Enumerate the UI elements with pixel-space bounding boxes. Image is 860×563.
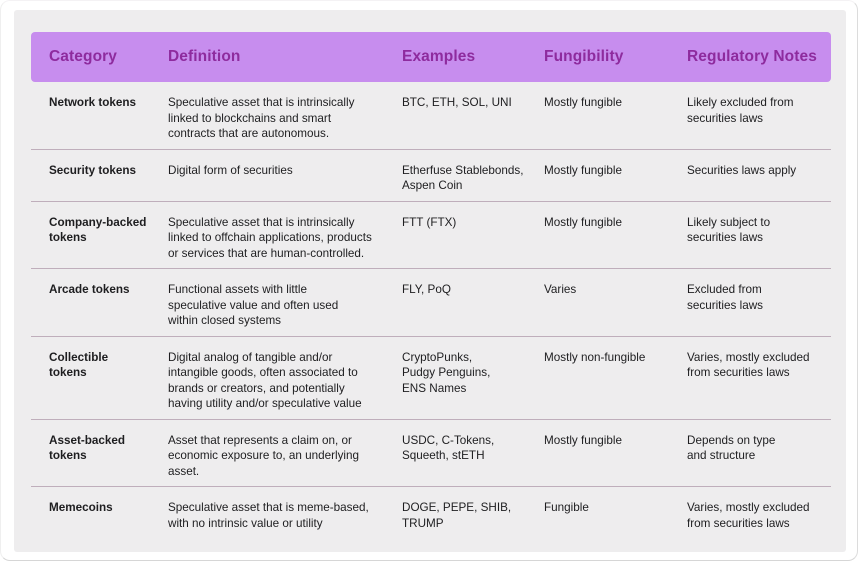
table-row-collectible-tokens: Collectible tokens Digital analog of tan… — [31, 337, 831, 420]
table-row-security-tokens: Security tokens Digital form of securiti… — [31, 150, 831, 202]
cell-definition: Speculative asset that is intrinsically … — [168, 215, 372, 260]
table-row-arcade-tokens: Arcade tokens Functional assets with lit… — [31, 269, 831, 337]
table-row-asset-backed-tokens: Asset-backed tokens Asset that represent… — [31, 420, 831, 487]
cell-examples: USDC, C-Tokens, Squeeth, stETH — [402, 433, 495, 463]
column-header-category: Category — [49, 48, 117, 65]
cell-fungibility: Mostly fungible — [544, 96, 622, 109]
column-header-regulatory-notes: Regulatory Notes — [687, 48, 817, 65]
token-categories-table: Category Definition Examples Fungibility… — [14, 10, 846, 552]
cell-regulatory-notes: Likely subject to securities laws — [687, 215, 771, 245]
cell-definition: Functional assets with little speculativ… — [168, 283, 339, 327]
column-header-examples: Examples — [402, 48, 476, 65]
cell-regulatory-notes: Securities laws apply — [687, 163, 797, 177]
cell-examples: CryptoPunks, Pudgy Penguins, ENS Names — [402, 350, 491, 395]
cell-category: Memecoins — [49, 501, 113, 514]
table-row-network-tokens: Network tokens Speculative asset that is… — [31, 82, 831, 150]
cell-fungibility: Mostly fungible — [544, 433, 622, 447]
cell-category: Collectible tokens — [49, 350, 109, 380]
cell-fungibility: Mostly non-fungible — [544, 350, 646, 364]
cell-examples: BTC, ETH, SOL, UNI — [402, 96, 512, 109]
cell-examples: FTT (FTX) — [402, 215, 457, 229]
cell-regulatory-notes: Varies, mostly excluded from securities … — [687, 350, 810, 380]
cell-definition: Speculative asset that is meme-based, wi… — [168, 501, 369, 530]
cell-examples: Etherfuse Stablebonds, Aspen Coin — [402, 163, 524, 193]
cell-definition: Speculative asset that is intrinsically … — [168, 96, 355, 140]
cell-category: Company-backed tokens — [49, 215, 147, 245]
table-row-company-backed-tokens: Company-backed tokens Speculative asset … — [31, 202, 831, 269]
cell-category: Network tokens — [49, 96, 137, 109]
cell-category: Asset-backed tokens — [49, 433, 126, 463]
cell-category: Security tokens — [49, 163, 137, 177]
cell-fungibility: Varies — [544, 283, 577, 296]
cell-regulatory-notes: Varies, mostly excluded from securities … — [687, 501, 810, 530]
cell-fungibility: Fungible — [544, 501, 589, 514]
table-header-row: Category Definition Examples Fungibility… — [31, 32, 831, 82]
cell-definition: Asset that represents a claim on, or eco… — [168, 433, 360, 478]
table-row-memecoins: Memecoins Speculative asset that is meme… — [31, 487, 831, 552]
cell-regulatory-notes: Likely excluded from securities laws — [687, 96, 794, 125]
cell-category: Arcade tokens — [49, 283, 130, 296]
cell-regulatory-notes: Excluded from securities laws — [687, 283, 763, 312]
cell-fungibility: Mostly fungible — [544, 215, 622, 229]
cell-examples: DOGE, PEPE, SHIB, TRUMP — [402, 501, 512, 530]
column-header-definition: Definition — [168, 48, 241, 65]
cell-definition: Digital form of securities — [168, 163, 293, 177]
cell-fungibility: Mostly fungible — [544, 163, 622, 177]
cell-definition: Digital analog of tangible and/or intang… — [168, 350, 362, 411]
column-header-fungibility: Fungibility — [544, 48, 624, 65]
cell-regulatory-notes: Depends on type and structure — [687, 433, 776, 463]
cell-examples: FLY, PoQ — [402, 283, 451, 296]
